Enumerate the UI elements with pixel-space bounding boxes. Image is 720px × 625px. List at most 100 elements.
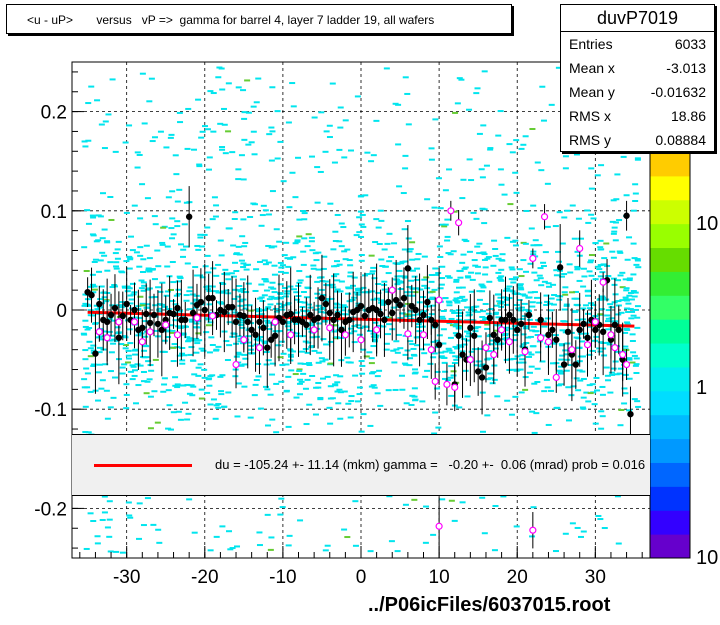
scatter-point (245, 143, 252, 146)
scatter-point (368, 385, 375, 388)
scatter-point (481, 70, 488, 73)
scatter-point (473, 364, 480, 367)
scatter-point (152, 304, 159, 307)
scatter-point (283, 241, 290, 244)
scatter-point (327, 202, 334, 205)
scatter-point (404, 92, 411, 95)
scatter-point (459, 501, 466, 504)
scatter-point (136, 153, 143, 156)
scatter-point (531, 291, 538, 294)
scatter-point (146, 270, 153, 273)
scatter-point (251, 394, 258, 397)
scatter-point (85, 431, 92, 434)
scatter-point (555, 250, 562, 253)
scatter-point (585, 221, 592, 224)
scatter-point (235, 295, 242, 298)
scatter-point (369, 270, 376, 273)
scatter-point (96, 363, 103, 366)
scatter-point (448, 365, 455, 368)
scatter-point (468, 290, 475, 293)
scatter-point (331, 265, 338, 268)
scatter-point (432, 411, 439, 414)
scatter-point (411, 395, 418, 398)
profile-point-black (228, 303, 236, 311)
scatter-point (261, 294, 268, 297)
scatter-point (577, 379, 584, 382)
scatter-point (245, 282, 252, 285)
scatter-point (220, 282, 227, 285)
scatter-point (186, 498, 193, 501)
scatter-point (627, 308, 634, 311)
scatter-point (215, 76, 222, 79)
scatter-point (341, 528, 348, 531)
scatter-point (522, 308, 529, 311)
scatter-point (253, 101, 260, 104)
scatter-point (137, 254, 144, 257)
scatter-point (227, 548, 234, 551)
scatter-point (309, 336, 316, 339)
profile-point-magenta (611, 344, 619, 352)
scatter-point (262, 385, 269, 388)
scatter-point (490, 264, 497, 267)
profile-point-black (334, 311, 341, 319)
scatter-point (597, 313, 604, 316)
scatter-point (233, 252, 240, 255)
scatter-point (137, 295, 144, 298)
scatter-point (561, 291, 568, 294)
scatter-point (437, 255, 444, 258)
scatter-point (599, 385, 606, 388)
scatter-point (506, 143, 513, 146)
scatter-point (563, 304, 570, 307)
scatter-point (134, 166, 141, 169)
scatter-point (457, 276, 464, 279)
scatter-point (223, 289, 230, 292)
scatter-point (230, 244, 237, 247)
scatter-point (468, 179, 475, 182)
scatter-point (543, 303, 550, 306)
scatter-point (354, 287, 361, 290)
scatter-point (562, 286, 569, 289)
scatter-point (348, 400, 355, 403)
scatter-point (177, 326, 184, 329)
scatter-point (634, 259, 641, 262)
scatter-point (177, 243, 184, 246)
scatter-point (356, 386, 363, 389)
scatter-point (385, 389, 392, 392)
scatter-point (501, 296, 508, 299)
scatter-point (193, 337, 200, 340)
scatter-point (394, 283, 401, 286)
scatter-point (157, 290, 164, 293)
scatter-point (442, 297, 449, 300)
scatter-point (218, 390, 225, 393)
scatter-point (191, 373, 198, 376)
scatter-point (631, 257, 638, 260)
scatter-point (495, 271, 502, 274)
scatter-point (297, 279, 304, 282)
scatter-point (119, 271, 126, 274)
scatter-point (223, 340, 230, 343)
scatter-point (414, 344, 421, 347)
scatter-point (184, 147, 191, 150)
scatter-point (218, 67, 225, 70)
stats-value: 18.86 (670, 108, 706, 124)
scatter-point (461, 238, 468, 241)
scatter-point (440, 317, 447, 320)
scatter-point (359, 213, 366, 216)
stats-row-mean-x: Mean x -3.013 (561, 56, 714, 80)
scatter-point (512, 276, 519, 279)
scatter-point (212, 290, 219, 293)
scatter-point (586, 353, 593, 356)
scatter-point (160, 390, 167, 393)
scatter-point (95, 239, 102, 242)
profile-point-black (420, 311, 427, 319)
scatter-point (423, 276, 430, 279)
scatter-point (337, 126, 344, 129)
scatter-point (190, 385, 197, 388)
profile-point-black (221, 308, 228, 316)
scatter-point (458, 78, 465, 81)
scatter-point (147, 427, 154, 430)
scatter-point (469, 278, 476, 281)
scatter-point (423, 305, 430, 308)
scatter-point (305, 233, 312, 236)
scatter-point (431, 432, 438, 435)
